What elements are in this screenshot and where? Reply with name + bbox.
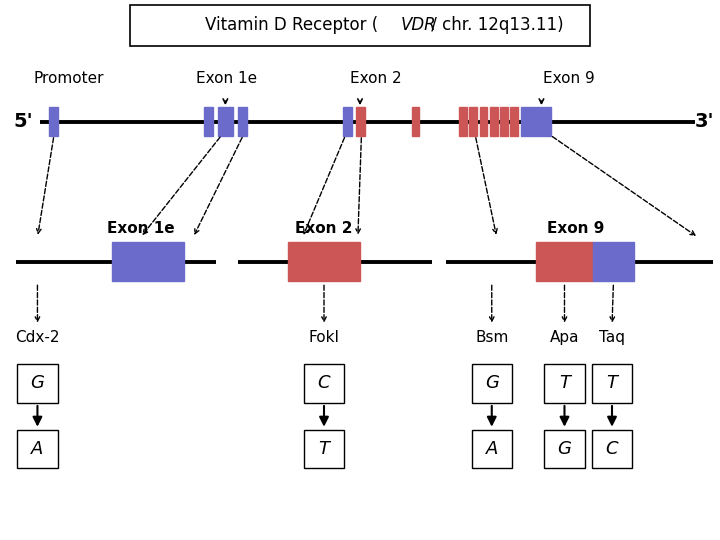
Text: FokI: FokI bbox=[308, 330, 340, 345]
Text: G: G bbox=[485, 374, 499, 393]
FancyBboxPatch shape bbox=[49, 106, 58, 136]
FancyBboxPatch shape bbox=[17, 364, 58, 403]
FancyBboxPatch shape bbox=[218, 106, 233, 136]
FancyBboxPatch shape bbox=[593, 242, 634, 281]
FancyBboxPatch shape bbox=[304, 430, 344, 468]
FancyBboxPatch shape bbox=[592, 364, 632, 403]
FancyBboxPatch shape bbox=[17, 430, 58, 468]
FancyBboxPatch shape bbox=[288, 242, 360, 281]
Text: Cdx-2: Cdx-2 bbox=[15, 330, 60, 345]
Text: G: G bbox=[557, 440, 572, 458]
FancyBboxPatch shape bbox=[130, 5, 590, 46]
FancyBboxPatch shape bbox=[343, 106, 352, 136]
FancyBboxPatch shape bbox=[238, 106, 247, 136]
FancyBboxPatch shape bbox=[592, 430, 632, 468]
FancyBboxPatch shape bbox=[510, 106, 518, 136]
FancyBboxPatch shape bbox=[480, 106, 487, 136]
FancyBboxPatch shape bbox=[459, 106, 467, 136]
Text: VDR: VDR bbox=[401, 16, 436, 35]
FancyBboxPatch shape bbox=[112, 242, 184, 281]
FancyBboxPatch shape bbox=[472, 430, 512, 468]
Text: A: A bbox=[485, 440, 498, 458]
Text: / chr. 12q13.11): / chr. 12q13.11) bbox=[426, 16, 563, 35]
FancyBboxPatch shape bbox=[204, 106, 213, 136]
Text: Exon 1e: Exon 1e bbox=[197, 71, 257, 86]
Text: Promoter: Promoter bbox=[33, 71, 104, 86]
Text: T: T bbox=[559, 374, 570, 393]
FancyBboxPatch shape bbox=[469, 106, 477, 136]
FancyBboxPatch shape bbox=[500, 106, 508, 136]
Text: Exon 1e: Exon 1e bbox=[107, 221, 174, 237]
Text: Bsm: Bsm bbox=[475, 330, 508, 345]
Text: Taq: Taq bbox=[599, 330, 625, 345]
FancyBboxPatch shape bbox=[472, 364, 512, 403]
FancyBboxPatch shape bbox=[544, 430, 585, 468]
Text: 3': 3' bbox=[694, 112, 714, 131]
Text: 5': 5' bbox=[13, 112, 33, 131]
FancyBboxPatch shape bbox=[412, 106, 419, 136]
Text: Exon 2: Exon 2 bbox=[295, 221, 353, 237]
Text: Exon 9: Exon 9 bbox=[543, 71, 595, 86]
FancyBboxPatch shape bbox=[490, 106, 498, 136]
FancyBboxPatch shape bbox=[356, 106, 365, 136]
Text: Apa: Apa bbox=[550, 330, 579, 345]
Text: G: G bbox=[30, 374, 45, 393]
Text: A: A bbox=[31, 440, 44, 458]
Text: Exon 9: Exon 9 bbox=[547, 221, 605, 237]
Text: Vitamin D Receptor (: Vitamin D Receptor ( bbox=[205, 16, 378, 35]
Text: T: T bbox=[318, 440, 330, 458]
FancyBboxPatch shape bbox=[544, 364, 585, 403]
Text: C: C bbox=[606, 440, 618, 458]
Text: C: C bbox=[318, 374, 330, 393]
FancyBboxPatch shape bbox=[521, 106, 551, 136]
FancyBboxPatch shape bbox=[536, 242, 593, 281]
Text: T: T bbox=[606, 374, 618, 393]
FancyBboxPatch shape bbox=[304, 364, 344, 403]
Text: Exon 2: Exon 2 bbox=[350, 71, 402, 86]
